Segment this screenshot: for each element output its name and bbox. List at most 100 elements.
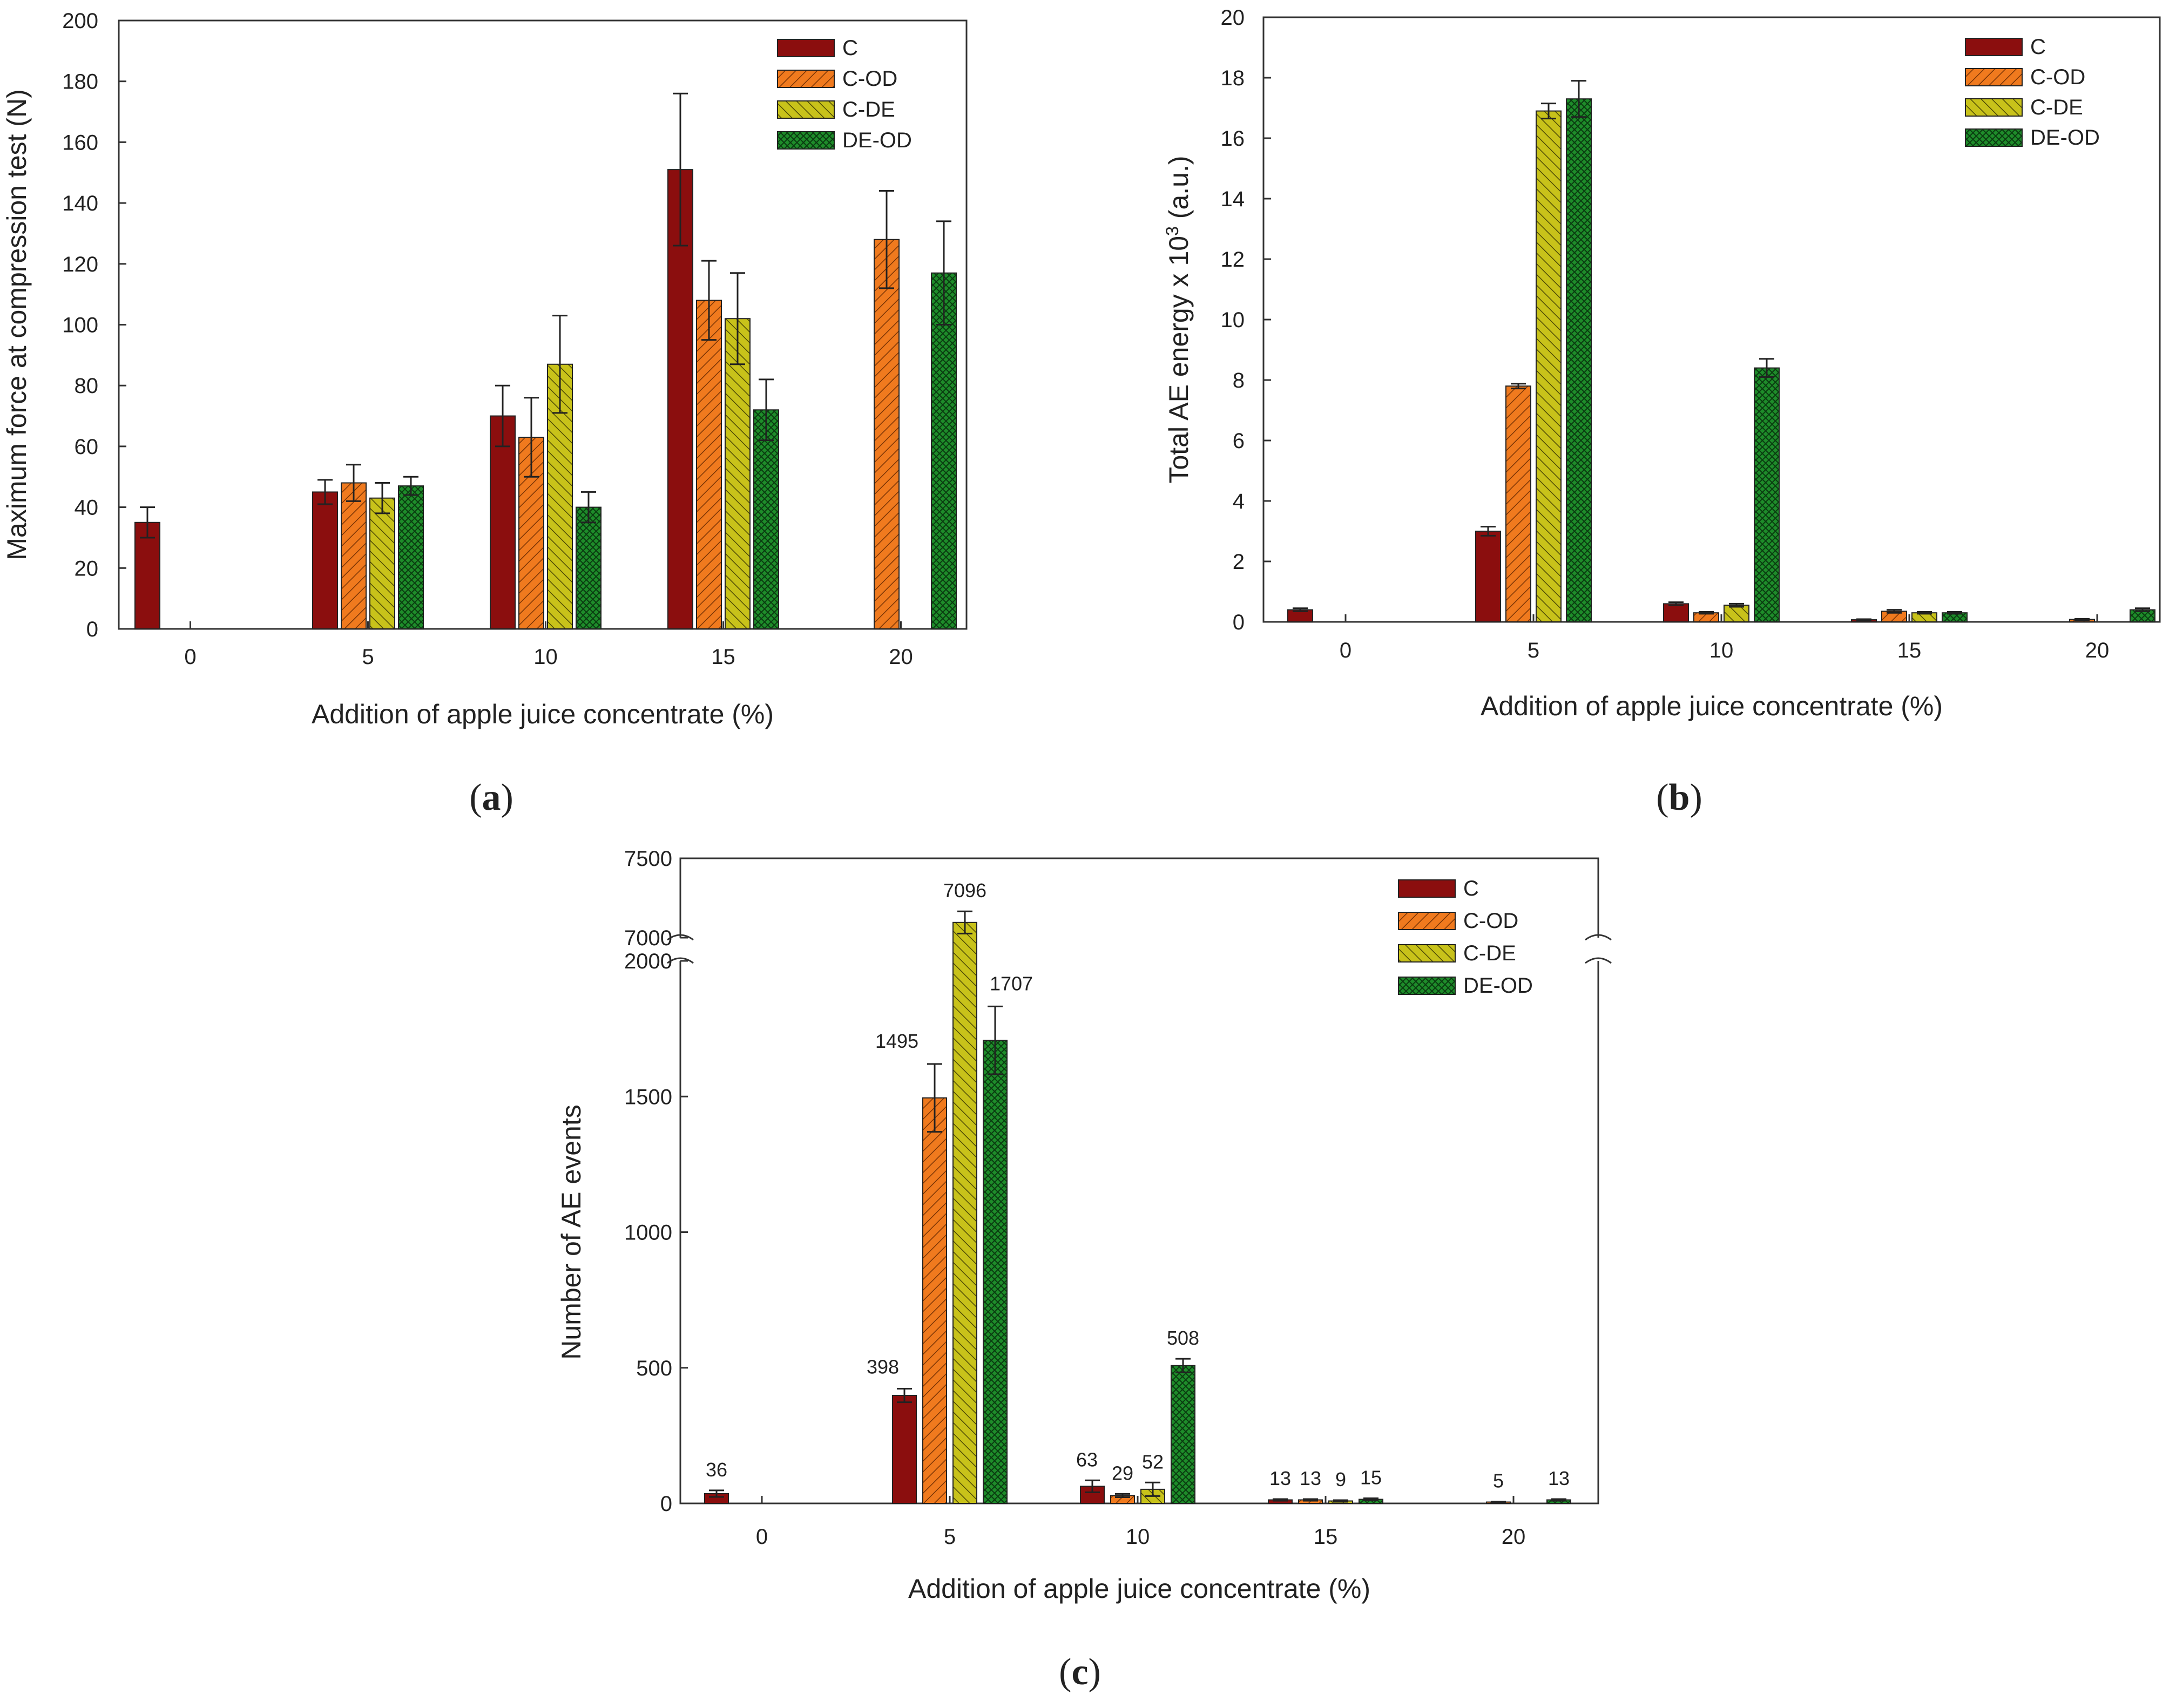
bar-c-DE-OD-5: [983, 1040, 1008, 1504]
legend-swatch-a-2: [777, 100, 835, 119]
data-label-c-C-10: 63: [1076, 1448, 1098, 1470]
ytick-label-b-6: 12: [1221, 248, 1245, 272]
legend-swatch-c-0: [1398, 879, 1456, 898]
xtick-label-c-3: 15: [1314, 1525, 1338, 1549]
axis-break-mark-bottom-right: [1585, 957, 1612, 964]
bar-b-C-5: [1475, 531, 1501, 622]
xtick-label-b-0: 0: [1340, 639, 1351, 662]
ytick-label-a-9: 180: [62, 70, 98, 94]
ytick-label-b-3: 6: [1233, 429, 1245, 453]
xtick-label-a-1: 5: [362, 645, 374, 669]
data-label-c-C-OD-10: 29: [1112, 1462, 1133, 1484]
bar-c-C-DE-5: [952, 921, 977, 1504]
data-label-c-C-DE-15: 9: [1335, 1468, 1346, 1490]
legend-swatch-b-3: [1965, 128, 2023, 147]
ytick-label-c-upper-1: 7500: [624, 847, 672, 871]
ytick-label-b-1: 2: [1233, 550, 1245, 574]
x-axis-title-b: Addition of apple juice concentrate (%): [1481, 691, 1943, 721]
bar-a-C-OD-5: [341, 482, 367, 630]
panel-label-b: (b): [1656, 777, 1702, 818]
x-axis-title-a: Addition of apple juice concentrate (%): [312, 699, 774, 729]
ytick-label-b-4: 8: [1233, 369, 1245, 392]
bar-a-DE-OD-20: [931, 272, 957, 629]
ytick-label-b-9: 18: [1221, 66, 1245, 90]
ytick-label-b-2: 4: [1233, 490, 1245, 513]
ytick-label-a-2: 40: [75, 496, 99, 520]
xtick-label-c-0: 0: [756, 1525, 768, 1549]
legend-swatch-b-0: [1965, 38, 2023, 56]
ytick-label-c-lower-4: 2000: [624, 950, 672, 973]
legend-swatch-c-3: [1398, 977, 1456, 995]
panel-label-c: (c): [1059, 1651, 1101, 1693]
ytick-label-a-10: 200: [62, 9, 98, 33]
bar-b-DE-OD-5: [1566, 98, 1592, 622]
ytick-label-a-6: 120: [62, 253, 98, 276]
data-label-c-C-15: 13: [1269, 1467, 1291, 1489]
legend-label-b-3: DE-OD: [2030, 126, 2100, 150]
bar-a-DE-OD-15: [753, 409, 779, 630]
data-label-c-C-OD-5: 1495: [875, 1030, 918, 1052]
bar-a-C-0: [134, 521, 160, 630]
bar-a-C-5: [312, 491, 338, 629]
bar-a-C-DE-15: [725, 318, 751, 629]
xtick-label-b-2: 10: [1709, 639, 1734, 662]
ytick-label-b-0: 0: [1233, 611, 1245, 634]
legend-swatch-a-1: [777, 70, 835, 88]
x-axis-title-c: Addition of apple juice concentrate (%): [908, 1574, 1370, 1604]
xtick-label-a-2: 10: [533, 645, 558, 669]
legend-swatch-a-0: [777, 39, 835, 57]
bar-a-C-OD-15: [696, 300, 722, 629]
legend-label-a-2: C-DE: [842, 98, 895, 121]
ytick-label-a-0: 0: [86, 618, 98, 641]
bar-b-C-DE-10: [1724, 605, 1749, 622]
data-label-c-C-DE-10: 52: [1142, 1451, 1164, 1473]
plot-frame-lower-c: [679, 961, 1599, 1504]
legend-swatch-c-1: [1398, 912, 1456, 930]
legend-swatch-b-2: [1965, 98, 2023, 117]
data-label-c-C-DE-5: 7096: [943, 879, 986, 902]
ytick-label-a-4: 80: [75, 374, 99, 398]
bar-c-C-OD-5: [922, 1097, 947, 1504]
ytick-label-c-lower-2: 1000: [624, 1221, 672, 1245]
xtick-label-b-3: 15: [1897, 639, 1922, 662]
xtick-label-a-4: 20: [889, 645, 913, 669]
xtick-label-c-1: 5: [944, 1525, 956, 1549]
ytick-label-c-lower-1: 500: [636, 1357, 672, 1380]
xtick-label-a-3: 15: [711, 645, 735, 669]
ytick-label-a-8: 160: [62, 131, 98, 154]
bar-a-C-OD-20: [874, 239, 900, 630]
xtick-label-b-4: 20: [2085, 639, 2110, 662]
data-label-c-C-OD-15: 13: [1300, 1467, 1321, 1489]
legend-label-c-3: DE-OD: [1463, 974, 1533, 998]
xtick-label-c-2: 10: [1126, 1525, 1150, 1549]
legend-label-b-2: C-DE: [2030, 96, 2083, 119]
data-label-c-C-5: 398: [867, 1355, 899, 1378]
ytick-label-b-5: 10: [1221, 308, 1245, 332]
legend-label-c-2: C-DE: [1463, 941, 1516, 965]
data-label-c-C-OD-20: 5: [1493, 1469, 1504, 1492]
data-label-c-DE-OD-20: 13: [1548, 1467, 1570, 1489]
xtick-label-b-1: 5: [1528, 639, 1539, 662]
bar-a-C-DE-5: [369, 497, 395, 629]
bar-a-C-10: [490, 415, 516, 629]
y-axis-title-c: Number of AE events: [556, 1104, 586, 1359]
chart-a: 0 20 40 60 80 100 120 140 160 180 200 0 5 10 15 20 Addit…: [2, 9, 968, 729]
legend-label-c-0: C: [1463, 877, 1479, 900]
axis-break-mark-top-left: [667, 934, 694, 941]
panel-label-a: (a): [469, 777, 513, 818]
legend-swatch-b-1: [1965, 68, 2023, 86]
data-label-c-C-0: 36: [706, 1459, 727, 1481]
legend-label-a-0: C: [842, 36, 858, 60]
bar-b-C-10: [1663, 603, 1689, 623]
ytick-label-b-8: 16: [1221, 127, 1245, 151]
legend-label-b-1: C-OD: [2030, 65, 2085, 89]
bar-c-DE-OD-10: [1171, 1365, 1195, 1504]
xtick-label-c-4: 20: [1502, 1525, 1526, 1549]
ytick-label-c-upper-0: 7000: [624, 926, 672, 950]
bar-b-C-OD-5: [1505, 385, 1531, 622]
y-axis-title-superscript-b: 3: [1163, 226, 1182, 236]
legend-swatch-a-3: [777, 131, 835, 150]
plot-frame-b: [1262, 16, 2161, 623]
